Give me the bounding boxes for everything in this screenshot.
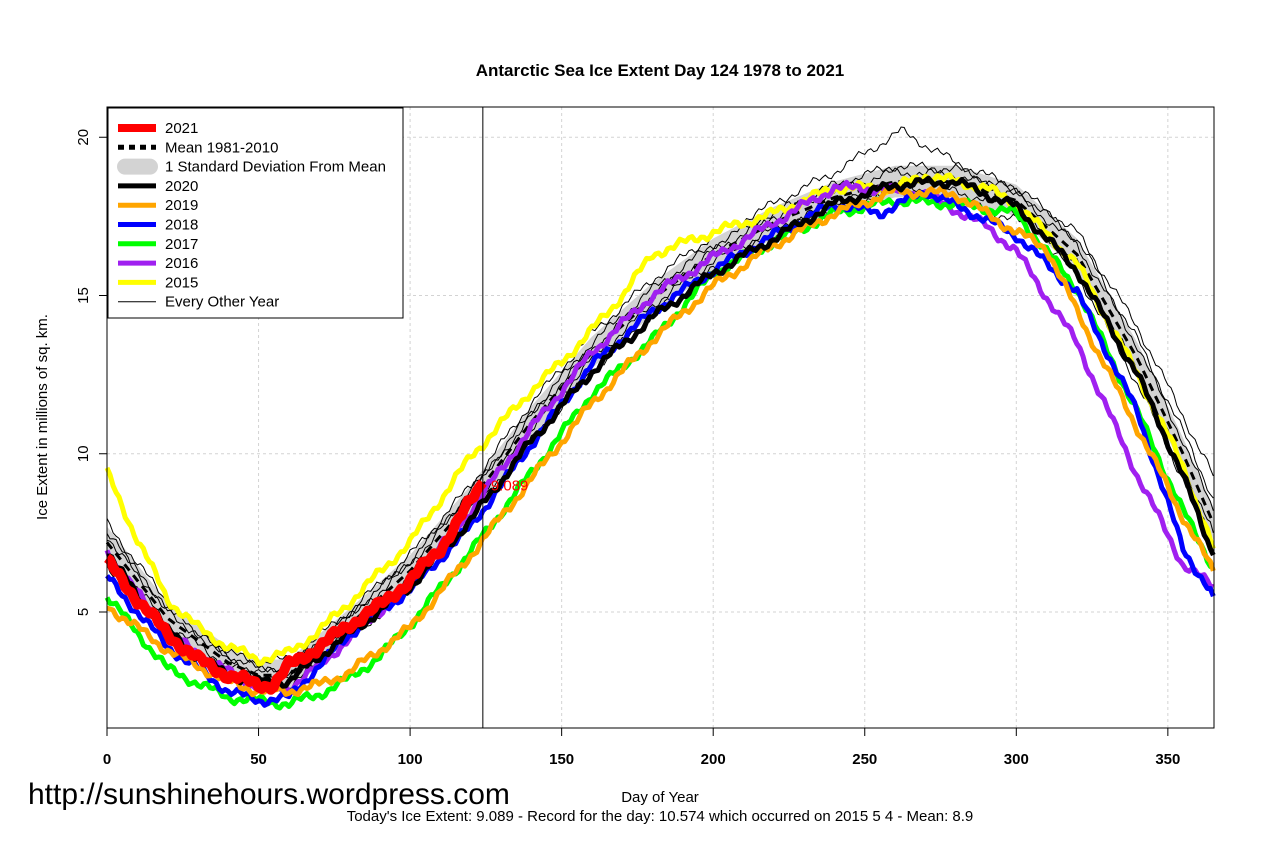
x-tick-label: 50	[250, 751, 267, 768]
legend-label: 2019	[165, 197, 198, 214]
y-axis-label: Ice Extent in millions of sq. km.	[34, 314, 51, 520]
legend-label: 2016	[165, 255, 198, 272]
x-tick-label: 100	[398, 751, 423, 768]
x-axis-label: Day of Year	[621, 789, 699, 806]
other-year-line	[106, 167, 1214, 678]
legend-label: 2018	[165, 217, 198, 234]
series-line-2015	[104, 172, 1216, 667]
legend-label: Every Other Year	[165, 294, 279, 311]
y-tick-label: 15	[75, 287, 92, 304]
legend-label: 2017	[165, 236, 198, 253]
legend-label: 1 Standard Deviation From Mean	[165, 159, 386, 176]
footer-text: Today's Ice Extent: 9.089 - Record for t…	[347, 808, 974, 825]
legend-label: 2021	[165, 120, 198, 137]
x-tick-label: 250	[852, 751, 877, 768]
x-tick-label: 350	[1155, 751, 1180, 768]
watermark: http://sunshinehours.wordpress.com	[28, 778, 510, 811]
legend: 2021 Mean 1981-2010 1 Standard Deviation F…	[107, 107, 404, 319]
x-tick-label: 0	[103, 751, 111, 768]
series-line-2020	[106, 175, 1216, 689]
series-line-2019	[106, 184, 1216, 698]
series-lines	[104, 172, 1216, 711]
x-tick-label: 200	[701, 751, 726, 768]
y-tick-label: 5	[75, 608, 92, 616]
plot-frame	[106, 106, 1215, 729]
legend-label: 2015	[165, 274, 198, 291]
y-tick-label: 10	[75, 445, 92, 462]
y-tick-label: 20	[75, 129, 92, 146]
axes: 0 50 100 150 200 250 300 350 5 10 15 20	[75, 129, 1180, 768]
chart-title: Antarctic Sea Ice Extent Day 124 1978 to…	[476, 61, 845, 80]
series-line-2021	[104, 479, 487, 695]
x-tick-label: 300	[1004, 751, 1029, 768]
legend-box	[107, 107, 404, 319]
legend-label: Mean 1981-2010	[165, 139, 278, 156]
x-tick-label: 150	[549, 751, 574, 768]
current-value-label: 9.089	[491, 478, 529, 495]
legend-label: 2020	[165, 178, 198, 195]
